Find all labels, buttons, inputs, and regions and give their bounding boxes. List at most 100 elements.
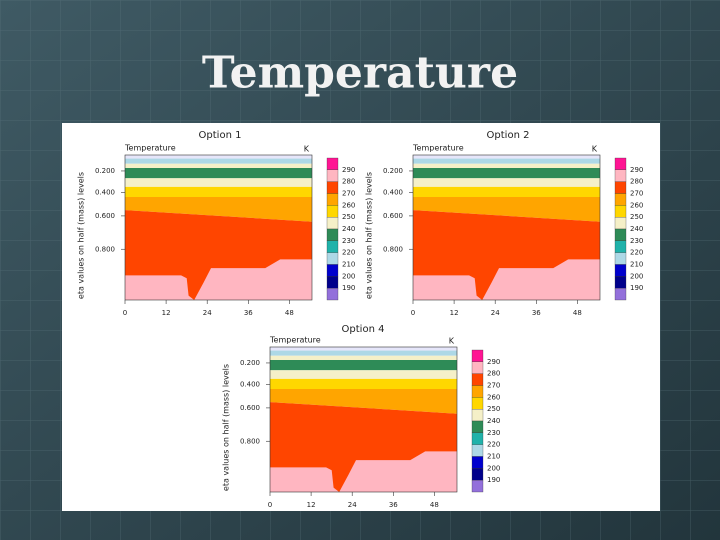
colorbar-box xyxy=(326,288,339,301)
contour-band xyxy=(125,186,312,198)
colorbar-label: 220 xyxy=(630,249,643,257)
y-axis-label: eta values on half (mass) levels xyxy=(77,172,86,299)
colorbar-box xyxy=(471,444,484,457)
colorbar-label: 200 xyxy=(630,272,643,280)
y-axis-label: eta values on half (mass) levels xyxy=(365,172,374,299)
colorbar-label: 210 xyxy=(342,261,355,269)
colorbar-box xyxy=(326,181,339,194)
y-tick-label: 0.800 xyxy=(240,437,260,445)
panel-subtitle: Temperature xyxy=(412,144,464,153)
x-tick-label: 36 xyxy=(244,309,253,317)
colorbar-label: 240 xyxy=(630,225,643,233)
colorbar-box xyxy=(326,252,339,265)
contour-band xyxy=(125,155,312,159)
panel-unit: K xyxy=(592,145,598,154)
colorbar-box xyxy=(326,169,339,182)
colorbar-box xyxy=(471,456,484,469)
y-tick-label: 0.200 xyxy=(240,359,260,367)
colorbar-box xyxy=(326,276,339,289)
colorbar-label: 260 xyxy=(630,201,643,209)
y-tick-label: 0.400 xyxy=(95,189,115,197)
colorbar-box xyxy=(326,240,339,253)
contour-band xyxy=(413,259,600,300)
plot-frame xyxy=(269,346,458,493)
colorbar-box xyxy=(471,468,484,481)
colorbar-label: 250 xyxy=(342,213,355,221)
colorbar-box xyxy=(614,264,627,277)
colorbar-box xyxy=(614,181,627,194)
x-tick-label: 0 xyxy=(411,309,415,317)
colorbar-label: 290 xyxy=(487,358,500,366)
y-tick-label: 0.600 xyxy=(240,404,260,412)
y-tick-label: 0.800 xyxy=(95,245,115,253)
colorbar-box xyxy=(614,276,627,289)
colorbar-label: 260 xyxy=(487,393,500,401)
colorbar-box xyxy=(326,193,339,206)
panel-subtitle: Temperature xyxy=(269,336,321,345)
colorbar-box xyxy=(614,288,627,301)
colorbar-label: 240 xyxy=(342,225,355,233)
x-tick-label: 0 xyxy=(268,501,272,509)
colorbar-label: 250 xyxy=(630,213,643,221)
colorbar-label: 210 xyxy=(630,261,643,269)
colorbar-label: 200 xyxy=(487,464,500,472)
slide-title: Temperature xyxy=(202,48,518,99)
y-tick-label: 0.600 xyxy=(95,212,115,220)
colorbar-box xyxy=(614,228,627,241)
colorbar-label: 230 xyxy=(342,237,355,245)
x-tick-label: 48 xyxy=(430,501,439,509)
colorbar-box xyxy=(471,373,484,386)
colorbar-label: 230 xyxy=(630,237,643,245)
contour-band xyxy=(270,389,457,414)
contour-band xyxy=(125,163,312,169)
y-tick-label: 0.400 xyxy=(240,381,260,389)
plot-frame xyxy=(124,154,313,301)
colorbar-box xyxy=(614,217,627,230)
colorbar-box xyxy=(471,397,484,410)
colorbar-label: 200 xyxy=(342,272,355,280)
contour-band xyxy=(270,360,457,371)
y-tick-label: 0.400 xyxy=(383,189,403,197)
x-tick-label: 0 xyxy=(123,309,127,317)
contour-band xyxy=(270,347,457,351)
x-tick-label: 48 xyxy=(285,309,294,317)
contour-band xyxy=(413,186,600,198)
y-tick-label: 0.200 xyxy=(383,167,403,175)
contour-band xyxy=(125,178,312,187)
colorbar-box xyxy=(614,193,627,206)
contour-band xyxy=(125,197,312,222)
colorbar-box xyxy=(471,480,484,493)
panel-title: Option 2 xyxy=(487,130,530,141)
contour-band xyxy=(413,197,600,222)
y-tick-label: 0.800 xyxy=(383,245,403,253)
colorbar-box xyxy=(614,205,627,218)
colorbar-label: 280 xyxy=(630,178,643,186)
colorbar-box xyxy=(471,349,484,362)
plots: Option 1 Temperature K 0.200 0.400 0.600 0.800… xyxy=(77,130,644,509)
y-tick-label: 0.600 xyxy=(383,212,403,220)
y-tick-label: 0.200 xyxy=(95,167,115,175)
x-tick-label: 12 xyxy=(162,309,171,317)
panel-title: Option 4 xyxy=(342,324,385,335)
colorbar-label: 270 xyxy=(342,190,355,198)
colorbar-box xyxy=(326,217,339,230)
panel-title: Option 1 xyxy=(199,130,242,141)
contour-band xyxy=(270,355,457,361)
colorbar-box xyxy=(471,361,484,374)
colorbar-label: 210 xyxy=(487,453,500,461)
panel-unit: K xyxy=(449,337,455,346)
colorbar-box xyxy=(326,264,339,277)
colorbar-box xyxy=(614,157,627,170)
colorbar-label: 220 xyxy=(487,441,500,449)
colorbar-label: 270 xyxy=(487,382,500,390)
colorbar-box xyxy=(326,228,339,241)
contour-band xyxy=(125,259,312,300)
x-tick-label: 36 xyxy=(389,501,398,509)
colorbar-label: 280 xyxy=(342,178,355,186)
panel-unit: K xyxy=(304,145,310,154)
colorbar-box xyxy=(614,240,627,253)
colorbar-box xyxy=(471,420,484,433)
colorbar-box xyxy=(471,432,484,445)
x-tick-label: 24 xyxy=(491,309,500,317)
